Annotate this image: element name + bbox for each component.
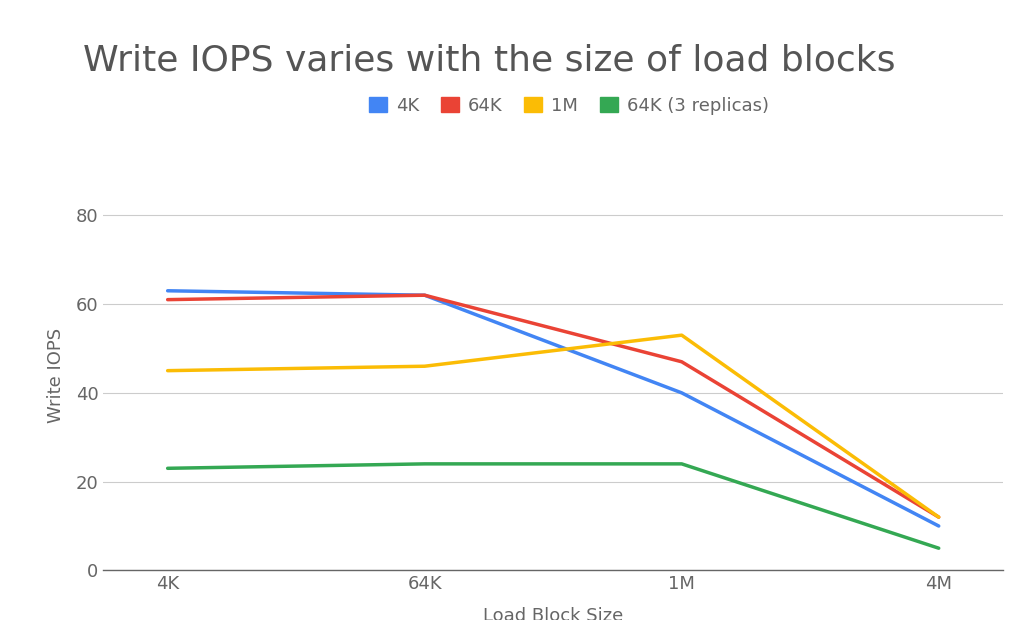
Line: 4K: 4K	[168, 291, 939, 526]
64K (3 replicas)	[161, 464, 174, 472]
Legend: 4K, 64K, 1M, 64K (3 replicas): 4K, 64K, 1M, 64K (3 replicas)	[362, 90, 776, 122]
Line: 64K (3 replicas): 64K (3 replicas)	[168, 464, 939, 548]
64K (3 replicas)	[675, 460, 688, 467]
1M	[933, 513, 945, 521]
Line: 1M: 1M	[168, 335, 939, 517]
Line: 64K: 64K	[168, 295, 939, 517]
X-axis label: Load Block Size: Load Block Size	[483, 607, 624, 620]
64K (3 replicas)	[419, 460, 431, 467]
64K	[419, 291, 431, 299]
64K (3 replicas)	[933, 544, 945, 552]
Text: Write IOPS varies with the size of load blocks: Write IOPS varies with the size of load …	[83, 43, 895, 78]
4K	[161, 287, 174, 294]
Y-axis label: Write IOPS: Write IOPS	[47, 327, 65, 423]
64K	[933, 513, 945, 521]
4K	[419, 291, 431, 299]
4K	[675, 389, 688, 397]
64K	[675, 358, 688, 366]
1M	[161, 367, 174, 374]
1M	[419, 363, 431, 370]
4K	[933, 522, 945, 529]
64K	[161, 296, 174, 303]
1M	[675, 332, 688, 339]
